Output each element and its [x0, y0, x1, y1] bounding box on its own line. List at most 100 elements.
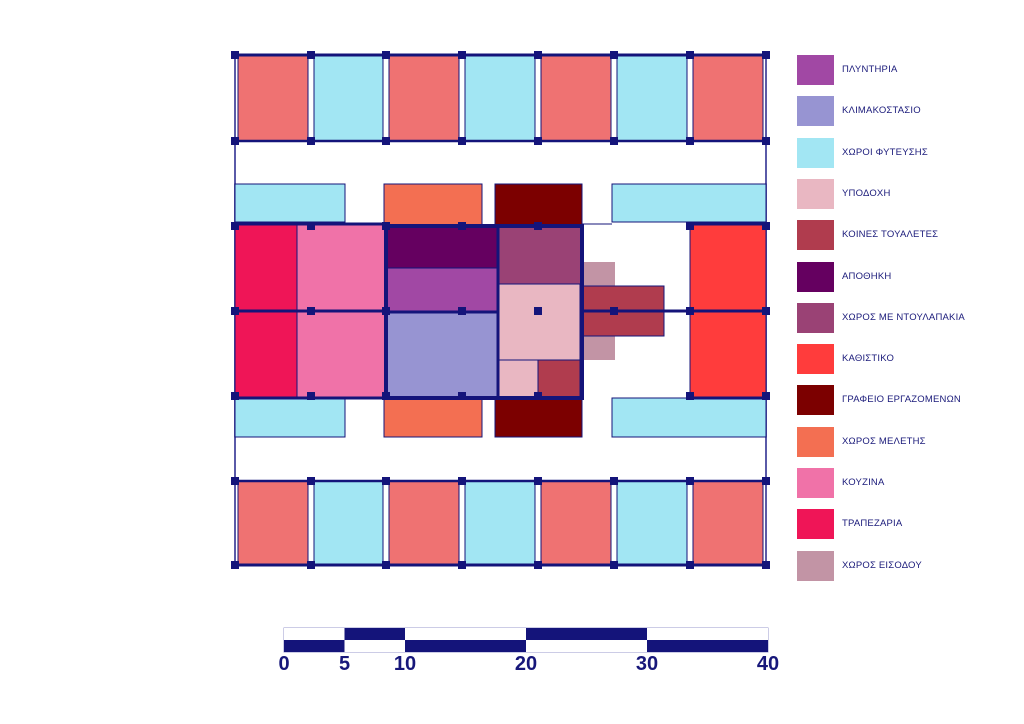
staff-office-bottom: [494, 397, 583, 438]
legend-swatch: [797, 468, 834, 498]
planting-strip-bottom-right: [611, 397, 767, 438]
column-1: [231, 51, 239, 59]
living-room-lower: [689, 311, 767, 399]
scale-segment-bottom-3: [405, 640, 526, 652]
scale-segment-top-5: [647, 628, 768, 640]
legend-swatch: [797, 220, 834, 251]
laundry-room: [385, 267, 499, 313]
reception: [497, 283, 581, 361]
column-31: [686, 561, 694, 569]
column-29: [534, 561, 542, 569]
legend-item-kitchen: ΚΟΥΖΙΝΑ: [797, 468, 1017, 498]
column-21: [534, 477, 542, 485]
top-room-1: [237, 54, 309, 142]
column-51: [610, 307, 618, 315]
legend-swatch: [797, 509, 834, 540]
legend-label: ΤΡΑΠΕΖΑΡΙΑ: [842, 518, 903, 530]
column-20: [458, 477, 466, 485]
column-8: [762, 51, 770, 59]
column-16: [762, 137, 770, 145]
column-53: [458, 392, 466, 400]
legend-swatch: [797, 344, 834, 375]
legend-label: ΚΟΙΝΕΣ ΤΟΥΑΛΕΤΕΣ: [842, 229, 939, 241]
bottom-room-2: [313, 480, 384, 566]
living-room-upper: [689, 223, 767, 313]
legend-label: ΚΑΘΙΣΤΙΚΟ: [842, 353, 895, 365]
column-11: [382, 137, 390, 145]
scale-segment-top-3: [405, 628, 526, 640]
column-6: [610, 51, 618, 59]
planting-strip-top-left: [234, 183, 346, 223]
column-46: [458, 222, 466, 230]
legend-label: ΧΩΡΟΣ ΜΕ ΝΤΟΥΛΑΠΑΚΙΑ: [842, 311, 965, 323]
scale-segment-top-2: [344, 628, 405, 640]
legend-item-dining: ΤΡΑΠΕΖΑΡΙΑ: [797, 509, 1017, 540]
column-15: [686, 137, 694, 145]
column-35: [686, 222, 694, 230]
column-33: [231, 222, 239, 230]
legend-swatch: [797, 55, 834, 85]
column-9: [231, 137, 239, 145]
column-5: [534, 51, 542, 59]
column-25: [231, 561, 239, 569]
column-19: [382, 477, 390, 485]
legend-swatch: [797, 302, 834, 333]
legend-label: ΧΩΡΟΙ ΦΥΤΕΥΣΗΣ: [842, 146, 928, 158]
legend-item-lockers: ΧΩΡΟΣ ΜΕ ΝΤΟΥΛΑΠΑΚΙΑ: [797, 302, 1017, 333]
legend-item-reception: ΥΠΟΔΟΧΗ: [797, 178, 1017, 209]
column-39: [686, 307, 694, 315]
wc-lower: [537, 359, 581, 399]
column-23: [686, 477, 694, 485]
legend-label: ΠΛΥΝΤΗΡΙΑ: [842, 64, 898, 75]
bottom-room-1: [237, 480, 309, 566]
column-32: [762, 561, 770, 569]
scale-segment-top-1: [284, 628, 345, 640]
top-room-2: [313, 54, 384, 142]
column-18: [307, 477, 315, 485]
column-24: [762, 477, 770, 485]
bottom-room-5: [540, 480, 612, 566]
column-12: [458, 137, 466, 145]
column-47: [534, 222, 542, 230]
top-room-3: [388, 54, 460, 142]
column-40: [762, 307, 770, 315]
legend-swatch: [797, 137, 834, 168]
column-10: [307, 137, 315, 145]
column-28: [458, 561, 466, 569]
top-room-5: [540, 54, 612, 142]
legend-label: ΓΡΑΦΕΙΟ ΕΡΓΑΖΟΜΕΝΩΝ: [842, 394, 961, 406]
legend-item-study: ΧΩΡΟΣ ΜΕΛΕΤΗΣ: [797, 426, 1017, 457]
column-7: [686, 51, 694, 59]
locker-room: [497, 225, 583, 285]
top-room-6: [616, 54, 688, 142]
column-50: [534, 307, 542, 315]
reception-extension: [497, 359, 539, 399]
legend-swatch: [797, 550, 834, 581]
column-3: [382, 51, 390, 59]
column-41: [231, 392, 239, 400]
column-27: [382, 561, 390, 569]
column-45: [382, 222, 390, 230]
scale-segment-bottom-2: [344, 640, 405, 652]
column-13: [534, 137, 542, 145]
legend-item-storage: ΑΠΟΘΗΚΗ: [797, 261, 1017, 292]
column-14: [610, 137, 618, 145]
column-54: [534, 392, 542, 400]
column-26: [307, 561, 315, 569]
scale-segment-bottom-5: [647, 640, 768, 652]
bottom-room-7: [692, 480, 764, 566]
legend-item-staff_office: ΓΡΑΦΕΙΟ ΕΡΓΑΖΟΜΕΝΩΝ: [797, 385, 1017, 416]
entrance-upper: [582, 262, 615, 286]
staircase: [384, 310, 500, 400]
column-44: [762, 392, 770, 400]
legend-label: ΥΠΟΔΟΧΗ: [842, 187, 891, 199]
column-43: [686, 392, 694, 400]
column-30: [610, 561, 618, 569]
scale-segment-top-4: [526, 628, 647, 640]
study-room-top: [383, 183, 483, 227]
legend-item-entrance: ΧΩΡΟΣ ΕΙΣΟΔΟΥ: [797, 550, 1017, 581]
column-48: [382, 307, 390, 315]
column-49: [458, 307, 466, 315]
legend-item-laundry: ΠΛΥΝΤΗΡΙΑ: [797, 55, 1017, 85]
study-room-bottom: [383, 397, 483, 438]
